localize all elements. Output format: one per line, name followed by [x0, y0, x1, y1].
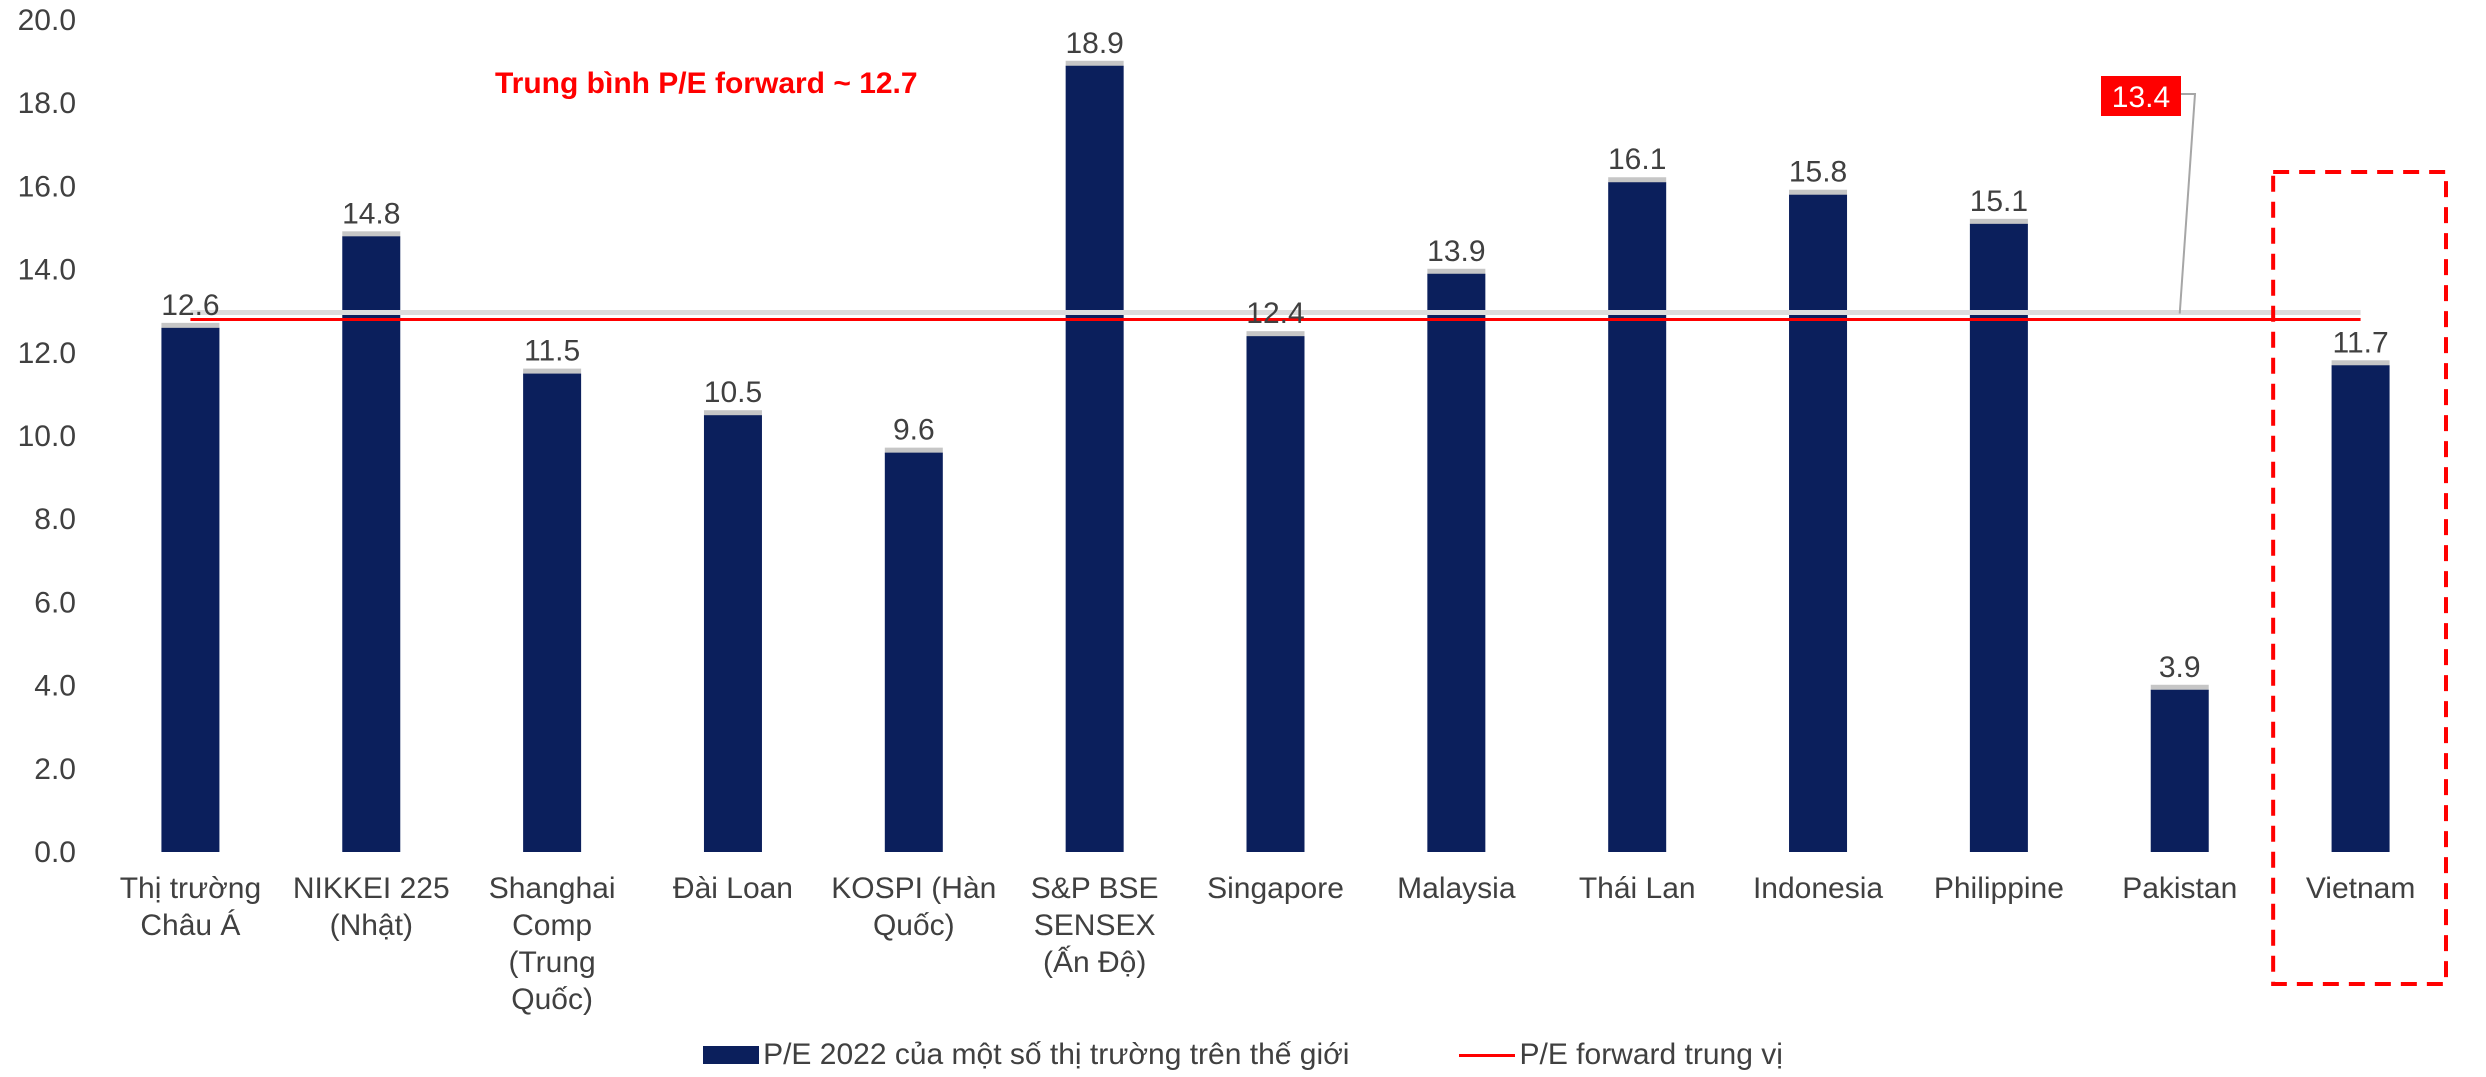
x-category-label: S&P BSE SENSEX (Ấn Độ)	[1031, 872, 1159, 979]
bar	[1789, 194, 1848, 853]
bar-top-shadow	[523, 368, 582, 375]
bar-value-label: 12.6	[161, 289, 219, 322]
x-category-label: KOSPI (Hàn Quốc)	[831, 872, 996, 942]
bar-top-shadow	[342, 231, 401, 238]
bar-top-shadow	[1246, 331, 1305, 338]
callout-label: 13.4	[2112, 81, 2170, 114]
bar-top-shadow	[1427, 268, 1486, 275]
bar-top-shadow	[1789, 189, 1848, 196]
x-axis-categories: Thị trường Châu Á NIKKEI 225 (Nhật) Shanghai…	[120, 872, 2416, 1016]
legend-label-line: P/E forward trung vị	[1519, 1038, 1783, 1071]
bar-value-label: 9.6	[893, 414, 935, 447]
x-category-label: NIKKEI 225 (Nhật)	[293, 872, 450, 942]
y-tick-label: 8.0	[34, 503, 76, 536]
legend-label-bars: P/E 2022 của một số thị trường trên thế …	[763, 1038, 1350, 1071]
y-tick-label: 6.0	[34, 586, 76, 619]
bar	[1969, 223, 2028, 853]
bar-value-label: 14.8	[342, 197, 400, 230]
bar	[1246, 336, 1305, 852]
bar-value-label: 18.9	[1065, 27, 1123, 60]
bar-top-shadow	[1065, 60, 1124, 67]
bar	[523, 373, 582, 852]
callout-box	[2101, 76, 2181, 116]
bar	[342, 236, 401, 852]
callout-group: 13.4	[2101, 76, 2197, 314]
bar	[884, 452, 943, 852]
bar-value-label: 15.1	[1970, 185, 2028, 218]
bar	[703, 415, 762, 852]
bar	[2331, 365, 2390, 852]
bar	[1608, 182, 1667, 853]
bar	[1065, 65, 1124, 852]
x-category-label: Indonesia	[1753, 872, 1883, 905]
x-category-label: Philippine	[1934, 872, 2064, 905]
bar-top-shadow	[161, 322, 220, 329]
bar	[1427, 273, 1486, 852]
bar-top-shadow	[1969, 218, 2028, 225]
legend-swatch-bar	[703, 1046, 760, 1064]
x-category-label: Malaysia	[1397, 872, 1516, 905]
y-tick-label: 16.0	[18, 170, 76, 203]
bar-value-label: 3.9	[2159, 651, 2201, 684]
bar-value-label: 11.5	[524, 335, 580, 368]
legend: P/E 2022 của một số thị trường trên thế …	[0, 1035, 2486, 1075]
average-annotation: Trung bình P/E forward ~ 12.7	[495, 67, 918, 100]
bar-top-shadow	[1608, 177, 1667, 184]
y-tick-label: 10.0	[18, 420, 76, 453]
x-category-label: Thái Lan	[1579, 872, 1696, 905]
pe-bar-chart: 0.02.04.06.08.010.012.014.016.018.020.0 …	[18, 4, 2448, 1016]
bar-value-label: 16.1	[1608, 143, 1666, 176]
y-tick-label: 4.0	[34, 670, 76, 703]
bar-top-shadow	[884, 447, 943, 454]
bar	[2150, 689, 2209, 852]
bar-top-shadow	[2331, 360, 2390, 367]
y-tick-label: 18.0	[18, 87, 76, 120]
x-category-label: Vietnam	[2306, 872, 2416, 905]
y-tick-label: 14.0	[18, 254, 76, 287]
y-tick-label: 20.0	[18, 4, 76, 37]
y-axis: 0.0 2.0 4.0 6.0 8.0 10.0 12.0 14.0 16.0 18.0 20.0	[18, 4, 76, 869]
x-category-label: Singapore	[1207, 872, 1344, 905]
bar-value-label: 13.9	[1427, 235, 1485, 268]
bar-top-shadow	[703, 410, 762, 417]
vietnam-highlight-box	[2271, 170, 2448, 986]
y-tick-label: 2.0	[34, 753, 76, 786]
y-tick-label: 12.0	[18, 337, 76, 370]
legend-swatch-line	[1459, 1053, 1516, 1057]
x-category-label: Pakistan	[2122, 872, 2237, 905]
legend-item-bars: P/E 2022 của một số thị trường trên thế …	[703, 1038, 1349, 1072]
callout-leader	[2178, 93, 2197, 314]
median-line-group	[190, 310, 2361, 322]
bar-value-label: 15.8	[1789, 156, 1847, 189]
data-labels-group: 12.6 14.8 11.5 10.5 9.6 18.9 12.4 13.9 16.1 15.8 1…	[161, 27, 2388, 684]
x-category-label: Đài Loan	[673, 872, 793, 905]
legend-item-line: P/E forward trung vị	[1349, 1038, 1783, 1072]
bar-value-label: 10.5	[704, 376, 762, 409]
bars-group	[161, 60, 2390, 853]
x-category-label: Shanghai Comp (Trung Quốc)	[489, 872, 616, 1016]
y-tick-label: 0.0	[34, 836, 76, 869]
bar-value-label: 12.4	[1246, 297, 1304, 330]
bar-top-shadow	[2150, 684, 2209, 691]
bar	[161, 327, 220, 853]
x-category-label: Thị trường Châu Á	[120, 872, 261, 942]
bar-value-label: 11.7	[2332, 326, 2388, 359]
